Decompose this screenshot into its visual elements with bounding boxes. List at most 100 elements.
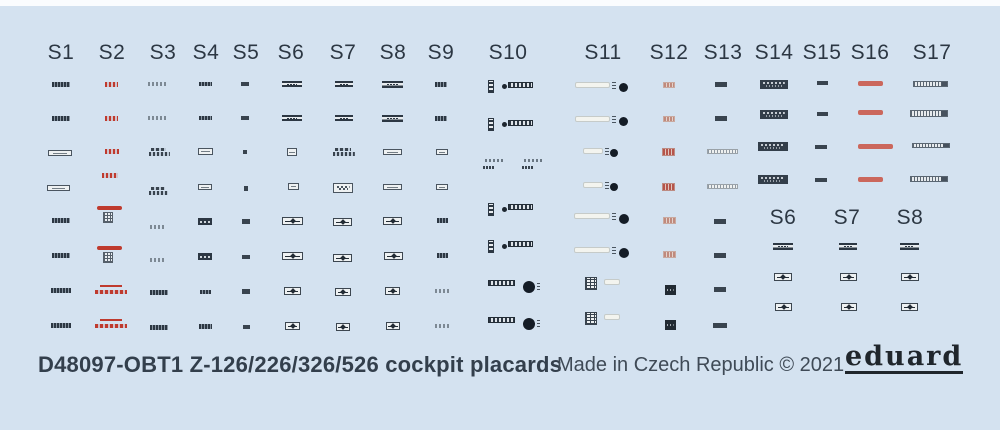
decal-vmarks: [537, 281, 540, 290]
decal-text2: [148, 147, 170, 157]
decal-darkfill: [198, 218, 212, 225]
decal-outstar: [333, 254, 352, 262]
decal-dot: [502, 84, 507, 89]
decal-vstrip: [488, 118, 494, 131]
decal-wstrip: [574, 213, 610, 219]
decal-outlined: [47, 185, 70, 191]
decal-pink: [663, 116, 675, 122]
decal-vmarks: [612, 82, 616, 89]
decal-longstriped: [910, 110, 948, 117]
column-header-s3: S3: [149, 41, 177, 64]
decal-dark: [437, 218, 448, 223]
decal-outlined: [383, 149, 402, 155]
column-header-s7: S7: [833, 206, 861, 229]
decal-vmarks: [605, 181, 609, 189]
decal-redtext2: [95, 319, 127, 328]
decal-dark: [51, 323, 71, 328]
column-header-s13: S13: [703, 41, 743, 64]
column-header-s8: S8: [896, 206, 924, 229]
decal-tinydark: [243, 325, 250, 329]
decal-vstrip: [488, 240, 494, 253]
decal-text2: [332, 147, 355, 157]
decal-red: [105, 116, 118, 121]
decal-pink: [663, 82, 675, 88]
decal-darksq: [665, 285, 676, 295]
decal-outlined2: [333, 183, 353, 193]
decal-wstrip: [574, 247, 610, 253]
decal-dark: [199, 324, 212, 329]
decal-darkstriped: [382, 81, 403, 88]
decal-grid: [103, 252, 113, 263]
decal-red: [105, 82, 118, 87]
decal-dark: [52, 82, 70, 87]
decal-redbar: [97, 206, 122, 210]
decal-outlined: [198, 148, 213, 155]
decal-red: [105, 149, 119, 154]
decal-outlined: [287, 148, 297, 156]
decal-sbar: [508, 204, 533, 210]
decal-outstar: [901, 273, 919, 281]
column-header-s11: S11: [584, 41, 622, 64]
decal-tinydark: [714, 287, 726, 292]
decal-outstar: [282, 217, 303, 225]
column-header-s6: S6: [769, 206, 797, 229]
decal-redstrip: [858, 144, 893, 149]
decal-sbar: [508, 120, 533, 126]
column-header-s7: S7: [329, 41, 357, 64]
decal-outstar: [383, 217, 402, 225]
decal-longstriped: [913, 81, 948, 87]
decal-vmarks: [612, 247, 616, 254]
decal-darkstriped: [282, 81, 302, 87]
decal-darksq: [665, 320, 676, 330]
column-header-s1: S1: [47, 41, 75, 64]
decal-darkstriped: [839, 243, 857, 250]
decal-outstar: [285, 322, 300, 330]
decal-outstar: [774, 273, 792, 281]
decal-darkstriped: [900, 243, 919, 250]
decal-tinydark: [241, 116, 249, 120]
decal-pinkred: [662, 148, 675, 156]
decal-bigdot: [619, 83, 628, 92]
column-header-s14: S14: [754, 41, 794, 64]
decal-outlined: [436, 149, 448, 155]
column-header-s16: S16: [850, 41, 890, 64]
column-header-s17: S17: [912, 41, 952, 64]
decal-dark: [200, 290, 211, 294]
decal-sbar: [488, 317, 515, 323]
decal-tinydark: [715, 82, 727, 87]
decal-faint: [435, 324, 450, 328]
decal-bigdot: [619, 214, 629, 224]
decal-tinydark: [713, 323, 727, 328]
decal-redtext2: [95, 285, 127, 294]
decal-darkstriped: [335, 115, 353, 121]
decal-dark: [435, 82, 447, 87]
decal-grid: [103, 212, 113, 223]
decal-outstar: [284, 287, 301, 295]
decal-tinydark: [242, 289, 250, 294]
decal-vmarks: [605, 147, 609, 155]
decal-sbar: [488, 280, 515, 286]
decal-faint: [150, 258, 165, 262]
decal-outstar: [335, 288, 351, 296]
decal-vmarks: [612, 116, 616, 123]
decal-dot: [502, 244, 507, 249]
decal-redstrip: [858, 110, 883, 115]
decal-wstrip: [583, 148, 603, 154]
column-header-s6: S6: [277, 41, 305, 64]
decal-wstrip: [575, 82, 610, 88]
decal-dark2: [758, 142, 788, 151]
decal-faint2: [483, 158, 503, 170]
decal-tinydark: [817, 81, 828, 85]
decal-vmarks: [537, 318, 540, 327]
decal-longlight: [707, 184, 738, 189]
decal-grid2: [585, 312, 597, 325]
decal-faint: [148, 116, 166, 120]
decal-darkstriped: [282, 115, 302, 121]
decal-darkfill: [198, 253, 212, 260]
decal-outstar: [841, 303, 857, 311]
decal-dark2: [758, 175, 788, 184]
decal-dark: [150, 325, 168, 330]
catalog-title: D48097-OBT1 Z-126/226/326/526 cockpit pl…: [38, 352, 563, 377]
decal-tinydark: [815, 178, 827, 182]
decal-dark2: [760, 80, 788, 89]
